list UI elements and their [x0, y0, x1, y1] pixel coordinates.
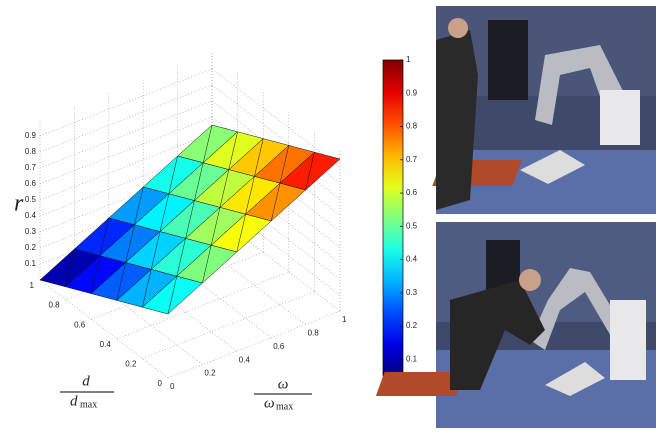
z-tick-label: 0.1 — [25, 259, 37, 268]
surface-chart: 0 0.2 0.4 0.6 0.8 1 0 0.2 0.4 0.6 0.8 1 0.1 0.2 0.3 0.4… — [25, 53, 347, 391]
x-tick-label: 0.8 — [48, 301, 60, 310]
colorbar-gradient — [383, 60, 403, 376]
robot-base — [600, 90, 640, 145]
colorbar: 0.1 0.2 0.3 0.4 0.5 0.6 0.7 0.8 0.9 1 — [383, 55, 418, 376]
y-tick-label: 0.2 — [204, 369, 216, 378]
colorbar-tick-label: 0.2 — [406, 321, 418, 330]
x-tick-label: 0.6 — [74, 320, 86, 329]
x-tick-label: 0 — [158, 379, 163, 388]
head — [519, 269, 541, 291]
floor-grid-line — [168, 311, 340, 378]
colorbar-tick-label: 0.9 — [406, 88, 418, 97]
colorbar-tick-label: 0.8 — [406, 122, 418, 131]
y-tick-label: 1 — [342, 315, 347, 324]
y-tick-label: 0.4 — [239, 355, 251, 364]
z-axis-label: r — [14, 191, 24, 217]
wall-grid-line — [40, 85, 212, 152]
z-tick-label: 0.4 — [25, 211, 37, 220]
colorbar-tick-label: 0.3 — [406, 288, 418, 297]
wall-grid-line — [40, 69, 212, 136]
y-axis-label: ω ω max — [254, 376, 312, 412]
x-tick-label: 0.2 — [125, 360, 137, 369]
y-tick-label: 0.6 — [273, 342, 285, 351]
z-tick-label: 0.5 — [25, 195, 37, 204]
z-tick-label: 0.9 — [25, 131, 37, 140]
head — [448, 18, 468, 38]
y-label-denominator: ω — [264, 395, 275, 411]
colorbar-tick-label: 0.5 — [406, 221, 418, 230]
colorbar-tick-label: 0.7 — [406, 155, 418, 164]
cabinet — [488, 20, 528, 100]
colorbar-tick-label: 0.1 — [406, 354, 418, 363]
x-label-numerator: d — [82, 373, 90, 389]
x-tick-label: 0.4 — [100, 340, 112, 349]
colorbar-tick-label: 0.6 — [406, 188, 418, 197]
y-tick-label: 0.8 — [308, 329, 320, 338]
x-label-subscript: max — [80, 399, 97, 410]
y-label-subscript: max — [276, 401, 293, 412]
photo-bottom — [376, 222, 656, 428]
colorbar-tick-label: 0.4 — [406, 255, 418, 264]
robot-base — [610, 300, 646, 380]
figure: 0 0.2 0.4 0.6 0.8 1 0 0.2 0.4 0.6 0.8 1 0.1 0.2 0.3 0.4… — [0, 0, 658, 430]
x-tick-label: 1 — [30, 281, 35, 290]
y-tick-label: 0 — [170, 382, 175, 391]
z-tick-label: 0.6 — [25, 179, 37, 188]
z-tick-label: 0.2 — [25, 243, 37, 252]
x-label-denominator: d — [70, 393, 78, 409]
z-tick-label: 0.7 — [25, 163, 37, 172]
photo-top — [432, 6, 656, 214]
x-axis-label: d d max — [60, 373, 114, 410]
z-tick-label: 0.3 — [25, 227, 37, 236]
z-tick-label: 0.8 — [25, 147, 37, 156]
y-label-numerator: ω — [278, 376, 289, 392]
colorbar-tick-label: 1 — [406, 55, 411, 64]
